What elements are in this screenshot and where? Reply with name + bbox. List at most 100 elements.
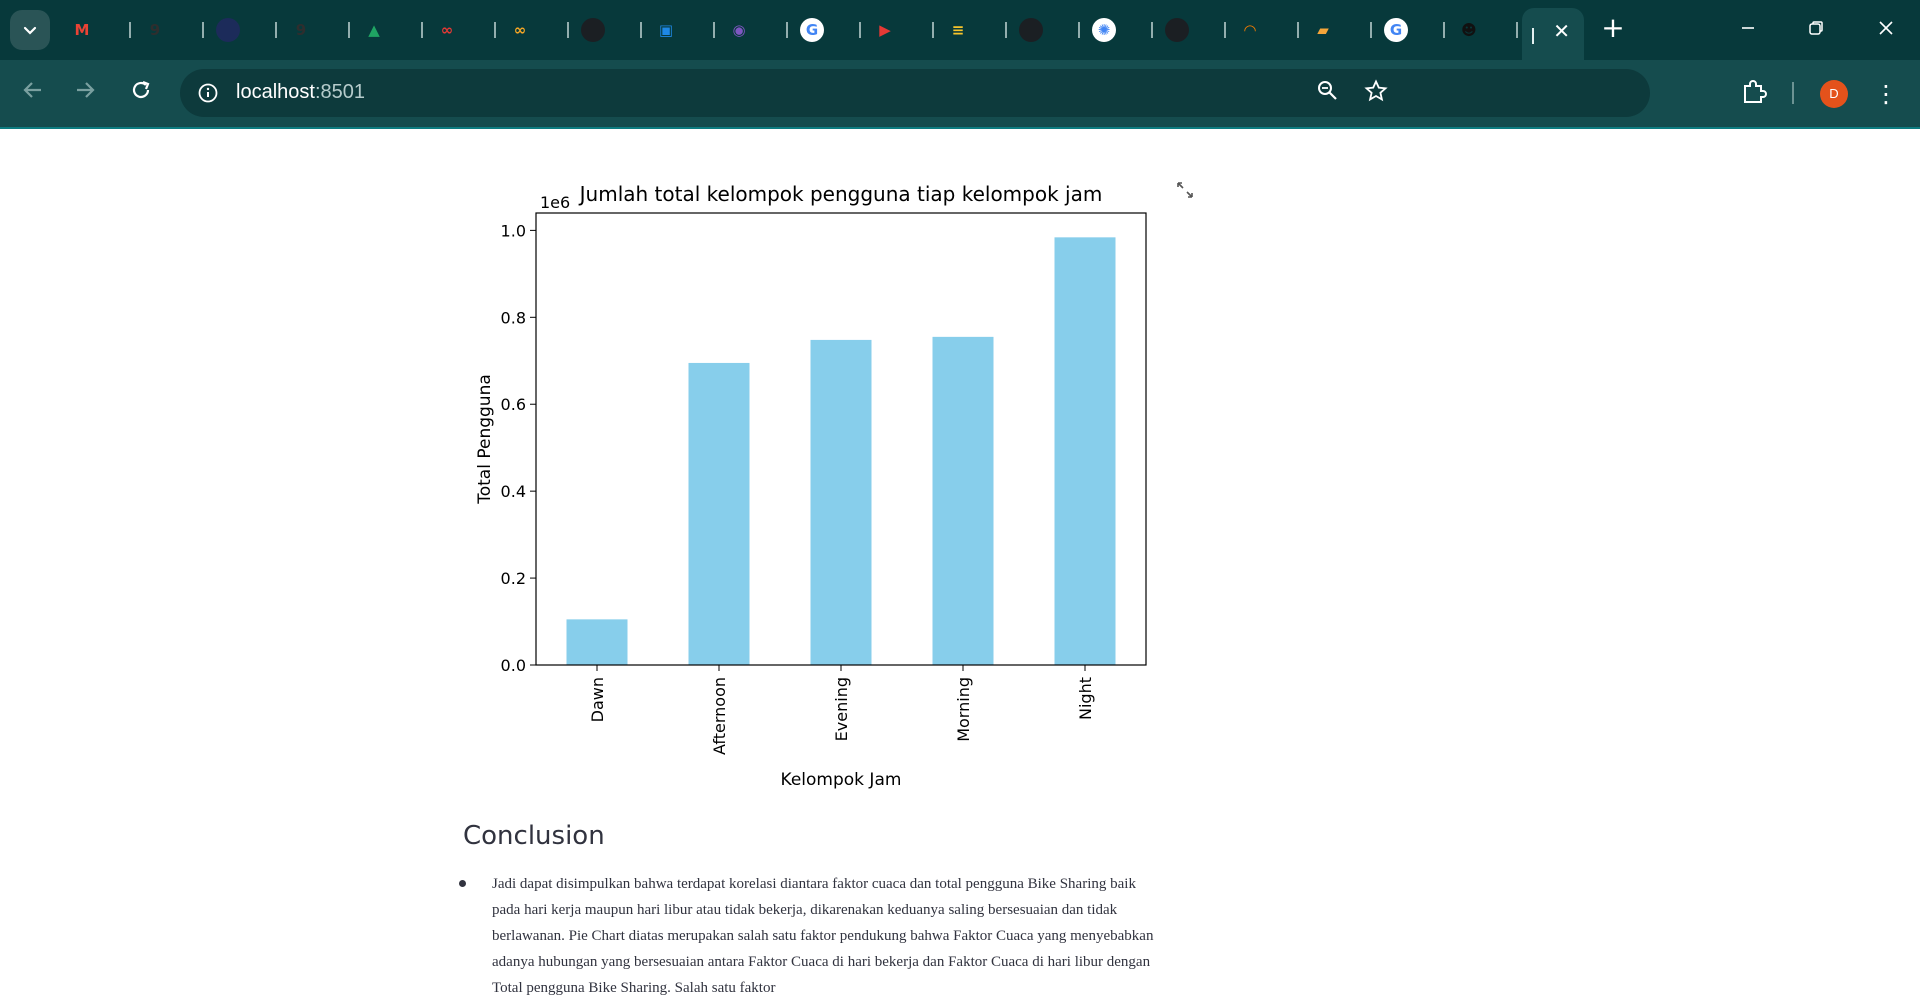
bookmark-star-icon[interactable] — [1361, 79, 1391, 109]
browser-tab[interactable]: ☻ — [1449, 10, 1522, 50]
tab-separator — [1532, 28, 1534, 44]
browser-tab[interactable]: G — [1376, 10, 1449, 50]
plot-frame — [535, 212, 1147, 666]
browser-tab[interactable]: M — [62, 10, 135, 50]
url-host: localhost — [236, 81, 315, 103]
browser-tab[interactable]: ▰ — [1303, 10, 1376, 50]
browser-tab[interactable]: ▣ — [646, 10, 719, 50]
close-window-button[interactable] — [1864, 12, 1908, 46]
gmail-icon: M — [74, 21, 90, 39]
site-info-icon[interactable] — [194, 79, 222, 107]
tab-separator — [1443, 22, 1445, 38]
browser-tab[interactable]: ∞ — [500, 10, 573, 50]
browser-tab[interactable] — [1011, 10, 1084, 50]
y-tick-label: 0.4 — [501, 482, 526, 501]
browser-tab[interactable]: ▶ — [865, 10, 938, 50]
arrow-left-icon — [23, 82, 41, 98]
axis-offset-label: 1e6 — [540, 193, 570, 212]
browser-menu-icon[interactable]: ⋮ — [1874, 80, 1898, 108]
conclusion-heading: Conclusion — [463, 821, 605, 851]
reload-icon — [132, 80, 150, 99]
profile-avatar[interactable]: D — [1820, 80, 1848, 108]
bot-icon: ☻ — [1461, 21, 1477, 39]
restore-window-button[interactable] — [1794, 12, 1838, 46]
conclusion-text: Jadi dapat disimpulkan bahwa terdapat ko… — [492, 876, 1154, 996]
browser-tab[interactable]: 9 — [281, 10, 354, 50]
browser-tab[interactable] — [573, 10, 646, 50]
tab-separator — [567, 22, 569, 38]
y-tick-label: 0.6 — [501, 395, 526, 414]
browser-tab[interactable]: ≡ — [938, 10, 1011, 50]
address-bar[interactable]: localhost:8501 — [180, 69, 1650, 117]
browser-tab[interactable] — [1157, 10, 1230, 50]
browser-tab[interactable]: ✺ — [1084, 10, 1157, 50]
browser-tab-strip: M 9 9 ▲ ∞ ∞ ▣ ◉ G ▶ ≡ ✺ ◠ ▰ G ☻ ✕ + — [0, 0, 1920, 60]
x-tick-label: Night — [1076, 677, 1095, 720]
tab-separator — [348, 22, 350, 38]
github-icon-3 — [1165, 18, 1189, 42]
classroom-icon: ▣ — [658, 21, 674, 39]
google-icon-2: G — [1384, 18, 1408, 42]
reload-button[interactable] — [122, 74, 160, 112]
tab-separator — [494, 22, 496, 38]
tab-separator — [202, 22, 204, 38]
infinity-orange-icon: ∞ — [513, 21, 527, 39]
tab-search-button[interactable] — [10, 10, 50, 50]
x-axis-label: Kelompok Jam — [781, 770, 902, 789]
chevron-down-icon — [23, 26, 37, 35]
google-icon: G — [800, 18, 824, 42]
chart-title: Jumlah total kelompok pengguna tiap kelo… — [578, 182, 1103, 206]
bar-chart-figure: Dawn Afternoon Evening Morning Night 0.0 0.2 0.… — [460, 169, 1180, 790]
dark-app-icon — [216, 18, 240, 42]
zoom-icon[interactable] — [1312, 79, 1342, 109]
tab-separator — [1224, 22, 1226, 38]
toolbar-divider — [1792, 82, 1794, 104]
browser-tab[interactable]: ▲ — [354, 10, 427, 50]
browser-tab[interactable] — [208, 10, 281, 50]
chatgpt-icon: ✺ — [1092, 18, 1116, 42]
bullet-dot — [459, 880, 466, 887]
browser-toolbar: localhost:8501 D ⋮ — [0, 60, 1920, 129]
tab-separator — [421, 22, 423, 38]
bar — [810, 339, 872, 665]
tab-separator — [1078, 22, 1080, 38]
list-item: Jadi dapat disimpulkan bahwa terdapat ko… — [455, 871, 1155, 1001]
close-tab-icon[interactable]: ✕ — [1553, 19, 1570, 43]
google-drive-icon: ▲ — [368, 21, 380, 39]
browser-tab[interactable]: ◉ — [719, 10, 792, 50]
new-tab-button[interactable]: + — [1601, 11, 1625, 44]
forward-button[interactable] — [66, 74, 104, 112]
extensions-puzzle-icon[interactable] — [1740, 78, 1770, 108]
x-tick-label: Afternoon — [710, 677, 729, 755]
arrow-right-icon — [77, 82, 95, 98]
tab-separator — [1370, 22, 1372, 38]
tab-separator — [275, 22, 277, 38]
bar — [688, 362, 750, 665]
browser-tab[interactable]: G — [792, 10, 865, 50]
course-icon: ≡ — [951, 21, 965, 39]
browser-tab[interactable]: ∞ — [427, 10, 500, 50]
url-text[interactable]: localhost:8501 — [236, 81, 365, 104]
tab-separator — [859, 22, 861, 38]
conclusion-list: Jadi dapat disimpulkan bahwa terdapat ko… — [455, 871, 1155, 1001]
browser-tab[interactable]: 9 — [135, 10, 208, 50]
streamlit-page: Dawn Afternoon Evening Morning Night 0.0 0.2 0.… — [0, 129, 1920, 1008]
minimize-window-button[interactable] — [1726, 12, 1770, 46]
y-tick-label: 0.0 — [501, 656, 526, 675]
github-icon — [581, 18, 605, 42]
youtube-icon: ▶ — [879, 21, 891, 39]
x-tick-label: Morning — [954, 677, 973, 742]
book-icon: ▰ — [1317, 21, 1329, 39]
bar — [932, 336, 994, 665]
browser-tab[interactable]: ◠ — [1230, 10, 1303, 50]
gdrive-folder-icon: 9 — [149, 21, 161, 39]
tab-separator — [932, 22, 934, 38]
tab-separator — [1151, 22, 1153, 38]
bar — [1054, 237, 1116, 665]
y-axis-label: Total Pengguna — [475, 374, 495, 505]
tab-active[interactable]: ✕ — [1522, 8, 1584, 60]
fullscreen-expand-icon[interactable] — [1176, 181, 1194, 199]
back-button[interactable] — [14, 74, 52, 112]
tab-separator — [1297, 22, 1299, 38]
y-tick-label: 1.0 — [501, 221, 526, 240]
